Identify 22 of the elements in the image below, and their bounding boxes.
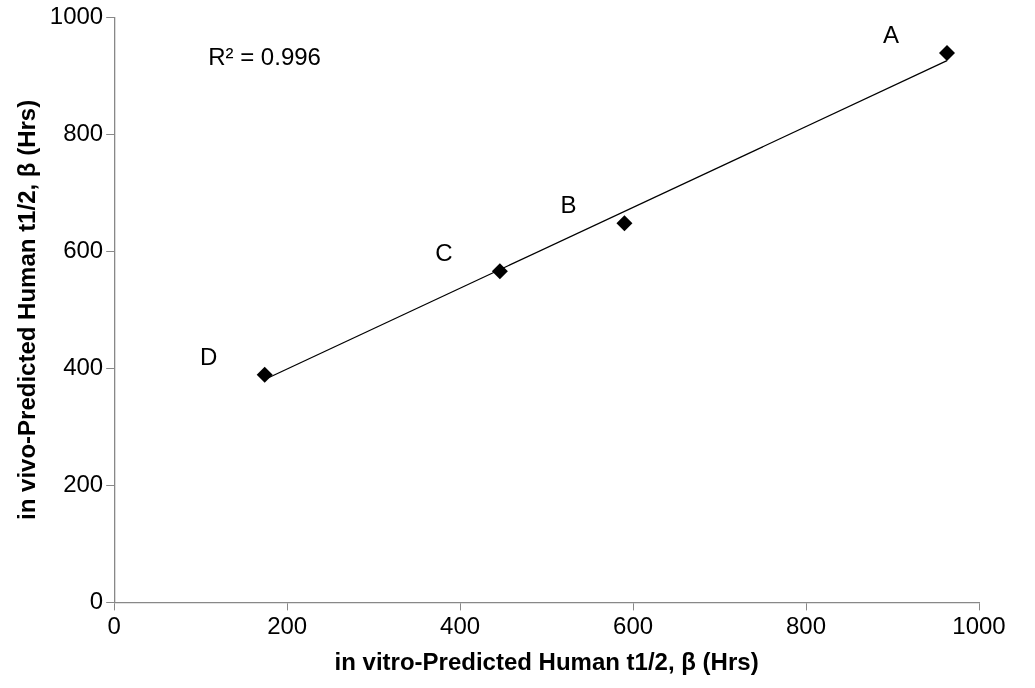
x-axis-title: in vitro-Predicted Human t1/2, β (Hrs) — [334, 648, 759, 676]
annotation: C — [435, 239, 453, 267]
y-tick-label: 1000 — [49, 2, 104, 30]
point — [939, 45, 955, 62]
y-tick-label: 800 — [63, 119, 104, 147]
y-tick-label: 400 — [63, 353, 104, 381]
annotation: B — [560, 191, 577, 219]
x-tick-label: 600 — [613, 612, 654, 640]
y-tick-label: 200 — [63, 470, 104, 498]
x-tick-label: 0 — [107, 612, 121, 640]
y-tick-label: 600 — [63, 236, 104, 264]
point — [256, 366, 273, 383]
annotation: R² = 0.996 — [208, 43, 321, 71]
annotation: D — [200, 342, 218, 370]
point — [616, 215, 633, 232]
x-tick-label: 400 — [440, 612, 481, 640]
x-tick-label: 800 — [786, 612, 827, 640]
annotation: A — [882, 21, 900, 49]
y-axis-title: in vivo-Predicted Human t1/2, β (Hrs) — [13, 99, 41, 520]
y-tick-label: 0 — [89, 587, 104, 615]
x-tick-label: 1000 — [952, 612, 1006, 640]
x-tick-label: 200 — [267, 612, 308, 640]
